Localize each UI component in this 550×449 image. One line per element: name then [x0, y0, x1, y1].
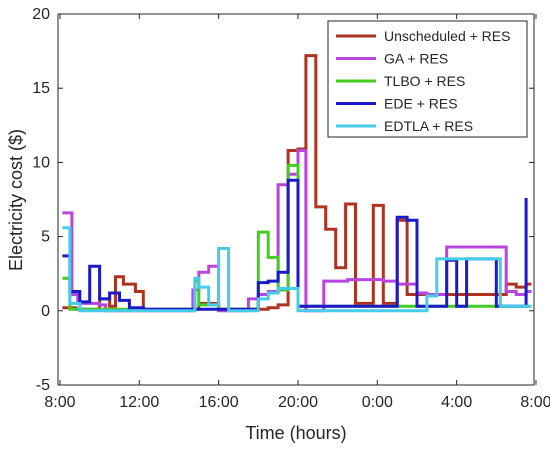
legend-label-5: EDTLA + RES [384, 118, 473, 134]
x-tick-label: 8:00 [520, 394, 550, 411]
x-tick-label: 16:00 [199, 394, 239, 411]
y-tick-label: -5 [36, 377, 50, 394]
x-tick-label: 20:00 [278, 394, 318, 411]
y-tick-label: 15 [32, 80, 50, 97]
x-tick-label: 0:00 [362, 394, 393, 411]
x-axis-label: Time (hours) [245, 423, 346, 443]
series-group [62, 54, 532, 313]
legend-label-3: TLBO + RES [384, 73, 465, 89]
legend: Unscheduled + RES GA + RES TLBO + RES EDE +… [327, 20, 528, 138]
x-tick-label: 4:00 [441, 394, 472, 411]
y-tick-marks [58, 13, 534, 386]
series-line-5 [62, 226, 532, 313]
y-tick-label: 0 [41, 303, 50, 320]
y-axis-label: Electricity cost ($) [6, 129, 26, 271]
y-tick-label: 10 [32, 154, 50, 171]
legend-items: Unscheduled + RES GA + RES TLBO + RES EDE +… [336, 28, 510, 134]
y-tick-labels: -5 0 5 10 15 20 [32, 6, 50, 394]
legend-label-4: EDE + RES [384, 96, 458, 112]
x-tick-label: 8:00 [44, 394, 75, 411]
legend-box [327, 20, 528, 138]
x-tick-labels: 8:00 12:00 16:00 20:00 0:00 4:00 8:00 [44, 394, 550, 411]
legend-label-2: GA + RES [384, 51, 448, 67]
x-tick-marks [59, 14, 537, 385]
legend-label-1: Unscheduled + RES [384, 28, 510, 44]
y-tick-label: 5 [41, 229, 50, 246]
x-tick-label: 12:00 [119, 394, 159, 411]
y-tick-label: 20 [32, 6, 50, 23]
series-line-4 [62, 178, 528, 311]
